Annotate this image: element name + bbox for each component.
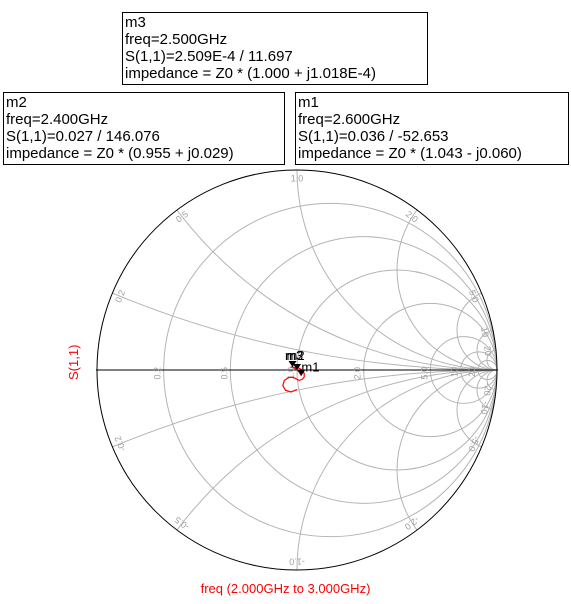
resistance-label: 1.0 [286, 367, 296, 380]
marker-frequency: freq=2.600GHz [298, 111, 401, 128]
reactance-label-neg: -0.2 [113, 435, 128, 453]
reactance-label-neg: -5.0 [466, 435, 481, 453]
resistance-label: 10 [450, 367, 460, 377]
marker-name: m2 [6, 94, 27, 111]
reactance-label-pos: 0.5 [174, 209, 190, 225]
marker-readout-m2: m2 freq=2.400GHz S(1,1)=0.027 / 146.076 … [3, 92, 285, 165]
marker-s11-value: S(1,1)=2.509E-4 / 11.697 [125, 48, 293, 65]
marker-s11-value: S(1,1)=0.027 / 146.076 [6, 128, 160, 145]
resistance-label: 20 [467, 367, 477, 377]
reactance-arc-pos-10 [476, 329, 497, 371]
reactance-arc-neg-0.5 [97, 369, 497, 570]
reactance-arc-neg-5 [456, 369, 497, 451]
reactance-label-pos: 1.0 [291, 173, 304, 183]
marker-impedance: impedance = Z0 * (0.955 + j0.029) [6, 145, 234, 162]
marker-m1-triangle [297, 369, 306, 376]
reactance-arc-neg-20 [486, 369, 497, 391]
resistance-label: 0.5 [219, 367, 229, 380]
resistance-label: 5.0 [419, 367, 429, 380]
marker-m1-label: m1 [301, 360, 319, 375]
y-axis-label: S(1,1) [66, 344, 81, 380]
reactance-label-pos: 5.0 [467, 289, 481, 304]
x-axis-label: freq (2.000GHz to 3.000GHz) [200, 581, 371, 596]
reactance-arc-pos-1 [296, 170, 497, 371]
marker-m3-label: m3 [285, 348, 303, 363]
reactance-label-neg: -20 [482, 382, 493, 396]
reactance-arc-pos-5 [456, 289, 497, 371]
marker-frequency: freq=2.500GHz [125, 31, 228, 48]
s11-trace [282, 366, 305, 393]
marker-readout-m1: m1 freq=2.600GHz S(1,1)=0.036 / -52.653 … [295, 92, 569, 165]
marker-name: m3 [125, 14, 146, 31]
marker-s11-value: S(1,1)=0.036 / -52.653 [298, 128, 449, 145]
marker-impedance: impedance = Z0 * (1.000 + j1.018E-4) [125, 65, 376, 82]
marker-impedance: impedance = Z0 * (1.043 - j0.060) [298, 145, 522, 162]
resistance-label: 2.0 [353, 367, 363, 380]
reactance-label-pos: 0.2 [113, 289, 127, 304]
reactance-arc-neg-2 [396, 369, 497, 570]
reactance-label-neg: -1.0 [289, 557, 305, 567]
reactance-arc-neg-10 [476, 369, 497, 411]
reactance-arc-neg-1 [296, 369, 497, 570]
reactance-arc-pos-20 [486, 349, 497, 371]
reactance-label-pos: 20 [482, 345, 493, 356]
marker-name: m1 [298, 94, 319, 111]
resistance-label: 0.2 [153, 367, 163, 380]
reactance-arc-pos-2 [396, 170, 497, 371]
marker-m2-label: m2 [287, 348, 305, 363]
marker-m3-triangle [293, 363, 302, 370]
marker-frequency: freq=2.400GHz [6, 111, 109, 128]
reactance-label-pos: 10 [479, 326, 491, 338]
reactance-label-neg: -10 [479, 401, 491, 416]
marker-m2-triangle [288, 360, 297, 367]
marker-readout-m3: m3 freq=2.500GHz S(1,1)=2.509E-4 / 11.69… [122, 12, 428, 85]
